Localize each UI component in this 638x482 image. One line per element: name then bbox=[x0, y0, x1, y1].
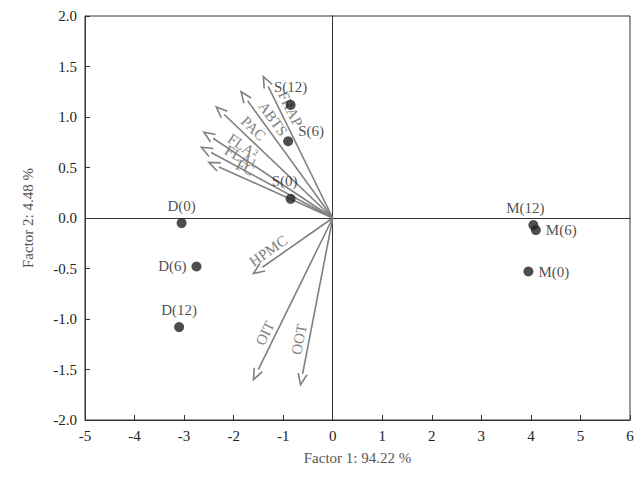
svg-text:D(12): D(12) bbox=[161, 302, 197, 319]
svg-text:D(0): D(0) bbox=[167, 198, 195, 215]
svg-text:-3: -3 bbox=[178, 428, 191, 444]
svg-text:-5: -5 bbox=[79, 428, 92, 444]
svg-text:1: 1 bbox=[379, 428, 387, 444]
svg-text:0.5: 0.5 bbox=[58, 160, 77, 176]
svg-text:S(0): S(0) bbox=[272, 173, 298, 190]
svg-text:ABTS: ABTS bbox=[255, 98, 291, 139]
svg-text:PAC: PAC bbox=[237, 113, 269, 144]
svg-text:3: 3 bbox=[478, 428, 486, 444]
svg-text:OIT: OIT bbox=[252, 318, 277, 347]
svg-text:6: 6 bbox=[626, 428, 634, 444]
svg-text:-1.0: -1.0 bbox=[53, 311, 77, 327]
svg-text:5: 5 bbox=[577, 428, 585, 444]
svg-text:D(6): D(6) bbox=[158, 258, 186, 275]
svg-text:Factor 1: 94.22 %: Factor 1: 94.22 % bbox=[304, 450, 411, 466]
svg-text:S(6): S(6) bbox=[298, 123, 324, 140]
svg-text:1.5: 1.5 bbox=[58, 59, 77, 75]
svg-text:-2: -2 bbox=[227, 428, 240, 444]
svg-text:Factor 2: 4.48 %: Factor 2: 4.48 % bbox=[20, 168, 36, 268]
svg-text:HPMC: HPMC bbox=[246, 232, 290, 270]
svg-text:0.0: 0.0 bbox=[58, 210, 77, 226]
svg-text:OOT: OOT bbox=[288, 323, 310, 356]
svg-text:FLA¹: FLA¹ bbox=[222, 142, 259, 172]
svg-text:1.0: 1.0 bbox=[58, 109, 77, 125]
svg-text:2: 2 bbox=[428, 428, 436, 444]
svg-text:-1.5: -1.5 bbox=[53, 362, 77, 378]
svg-text:M(12): M(12) bbox=[506, 200, 544, 217]
svg-text:-0.5: -0.5 bbox=[53, 261, 77, 277]
svg-text:FC: FC bbox=[234, 157, 257, 179]
svg-text:M(0): M(0) bbox=[538, 264, 569, 281]
svg-text:-4: -4 bbox=[128, 428, 141, 444]
svg-text:2.0: 2.0 bbox=[58, 8, 77, 24]
svg-text:-2.0: -2.0 bbox=[53, 412, 77, 428]
svg-text:4: 4 bbox=[527, 428, 535, 444]
svg-text:M(6): M(6) bbox=[546, 222, 577, 239]
svg-text:-1: -1 bbox=[277, 428, 290, 444]
svg-text:S(12): S(12) bbox=[274, 79, 307, 96]
svg-text:0: 0 bbox=[329, 428, 337, 444]
